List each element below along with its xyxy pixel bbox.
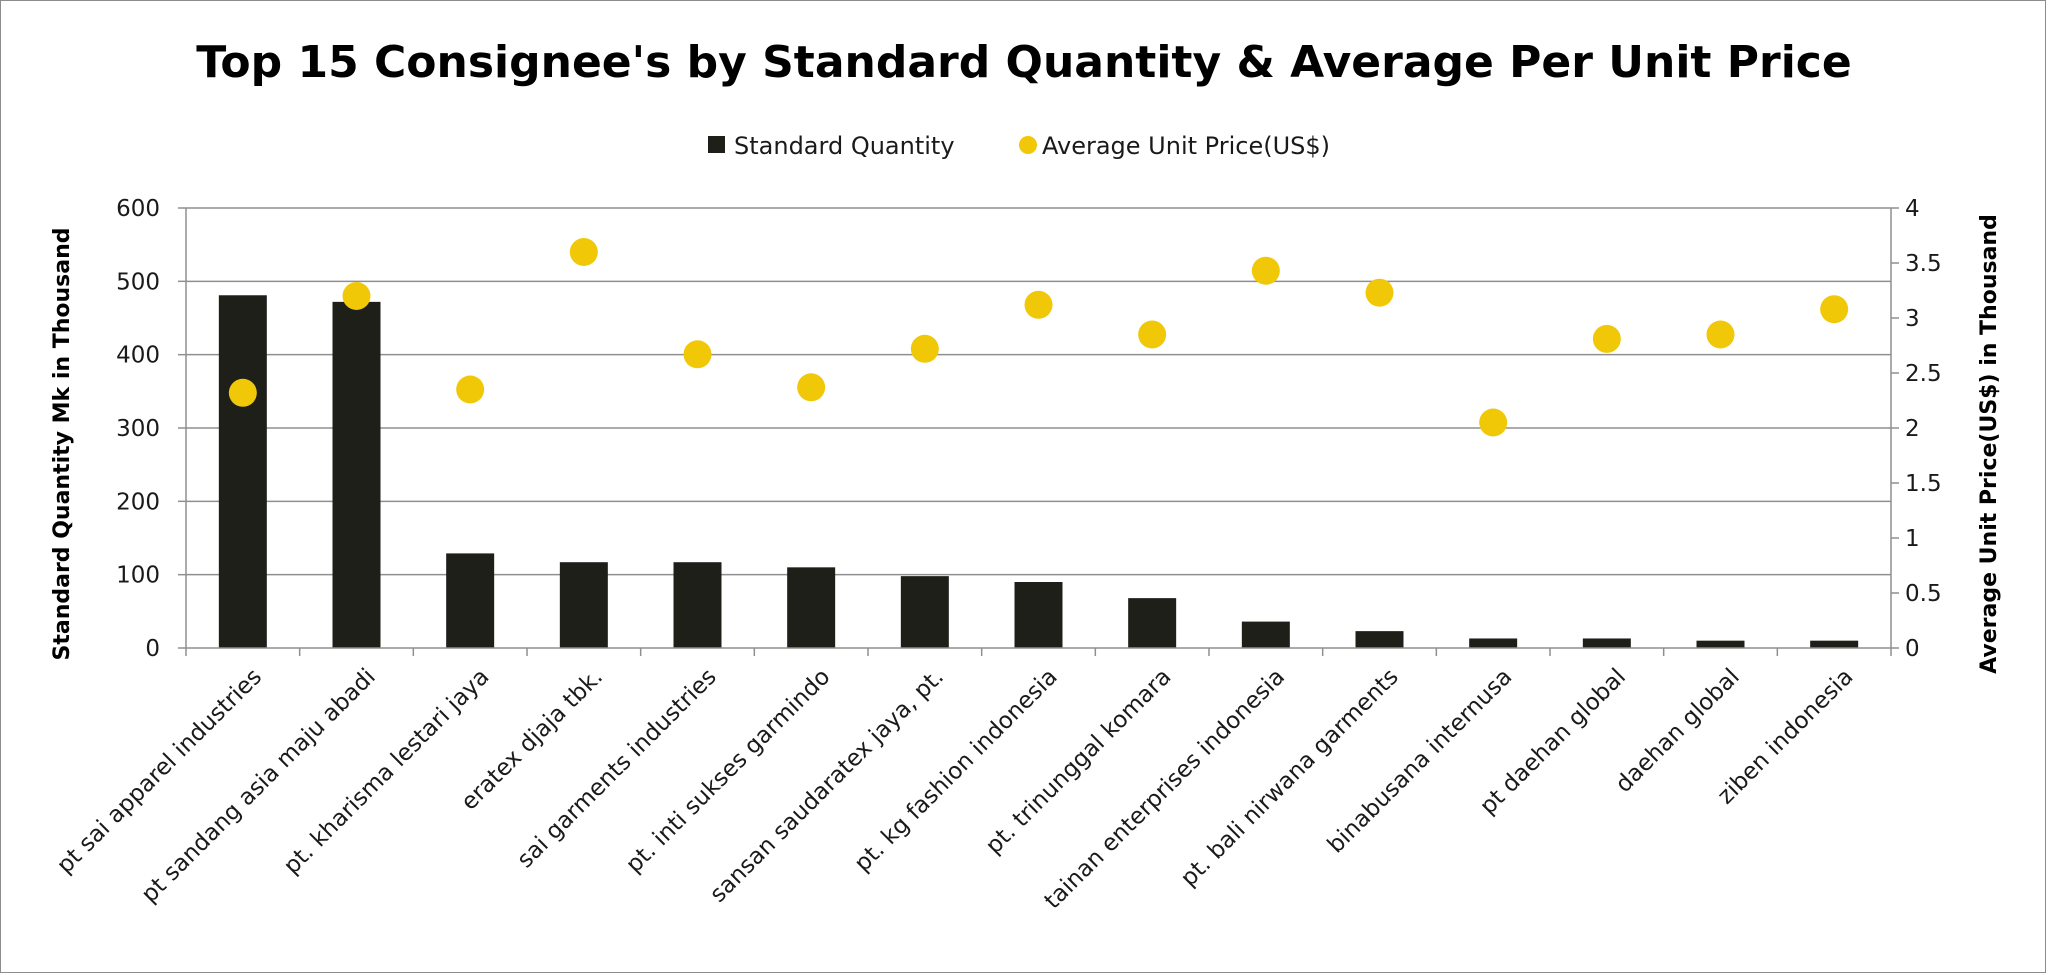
category-label: pt. bali nirwana garments [1176,664,1404,892]
legend-bar-swatch [708,136,725,153]
quantity-bar [1241,621,1290,648]
left-tick-label: 500 [116,269,160,295]
right-tick-label: 3 [1905,306,1920,332]
price-point [1479,408,1508,437]
category-label: binabusana internusa [1323,664,1518,859]
right-tick-label: 1.5 [1905,471,1942,497]
legend: Standard Quantity Average Unit Price(US$… [708,132,1330,160]
category-label: pt. kharisma lestari jaya [279,664,495,880]
left-tick-label: 200 [116,489,160,515]
price-point [683,340,712,369]
left-tick-label: 300 [116,416,160,442]
quantity-bar [1582,638,1631,648]
right-tick-label: 3.5 [1905,251,1942,277]
quantity-bar [1355,631,1404,648]
category-label: sai garments industries [512,664,721,873]
category-label: pt sandang asia maju abadi [137,664,381,908]
price-point [456,375,485,404]
quantity-bar [559,562,608,648]
bar-series [218,295,1859,648]
category-label: tainan enterprises indonesia [1040,664,1290,914]
legend-label-quantity: Standard Quantity [734,132,955,160]
right-tick-label: 2 [1905,416,1920,442]
price-point [1024,290,1053,319]
chart-title: Top 15 Consignee's by Standard Quantity … [196,37,1851,88]
left-tick-label: 600 [116,196,160,222]
price-point [1365,278,1394,307]
left-tick-label: 400 [116,343,160,369]
quantity-bar [446,553,495,648]
right-axis-title: Average Unit Price(US$) in Thousand [1977,214,2002,674]
left-axis-title: Standard Quantity Mk in Thousand [50,227,75,660]
axes [178,207,1899,656]
category-label: daehan global [1611,664,1745,798]
category-label: pt sai apparel industries [52,664,267,879]
legend-dot-swatch [1019,136,1037,154]
right-tick-labels: 0 0.5 1 1.5 2 2.5 3 3.5 4 [1905,196,1942,662]
quantity-bar [1696,640,1745,648]
quantity-bar [900,576,949,648]
left-tick-labels: 0 100 200 300 400 500 600 [116,196,160,662]
quantity-bar [1128,598,1177,648]
left-tick-label: 100 [116,563,160,589]
quantity-bar [1469,638,1518,648]
price-point [569,238,598,266]
price-point [797,373,826,402]
category-label: pt. kg fashion indonesia [850,664,1063,877]
right-tick-label: 4 [1905,196,1920,222]
left-tick-label: 0 [145,636,160,662]
category-label: sansan saudaratex jaya, pt. [705,664,949,908]
price-point [1820,295,1849,324]
price-point [342,282,371,310]
quantity-bar [787,567,836,648]
quantity-bar [218,295,267,648]
legend-label-price: Average Unit Price(US$) [1042,132,1330,160]
gridlines [186,207,1891,576]
price-point [1592,324,1621,353]
quantity-bar [673,562,722,648]
category-label: pt. trinunggal komara [981,664,1176,859]
price-series [228,238,1849,437]
right-tick-label: 0 [1905,636,1920,662]
price-point [1706,320,1735,349]
right-tick-label: 0.5 [1905,581,1942,607]
price-point [228,378,257,407]
right-tick-label: 2.5 [1905,361,1942,387]
price-point [1138,320,1167,349]
quantity-bar [1014,582,1063,648]
price-point [1251,256,1280,285]
quantity-bar [332,301,381,648]
right-tick-label: 1 [1905,526,1920,552]
category-label: pt. inti sukses garmindo [621,664,835,878]
price-point [910,334,939,363]
quantity-bar [1810,640,1859,648]
